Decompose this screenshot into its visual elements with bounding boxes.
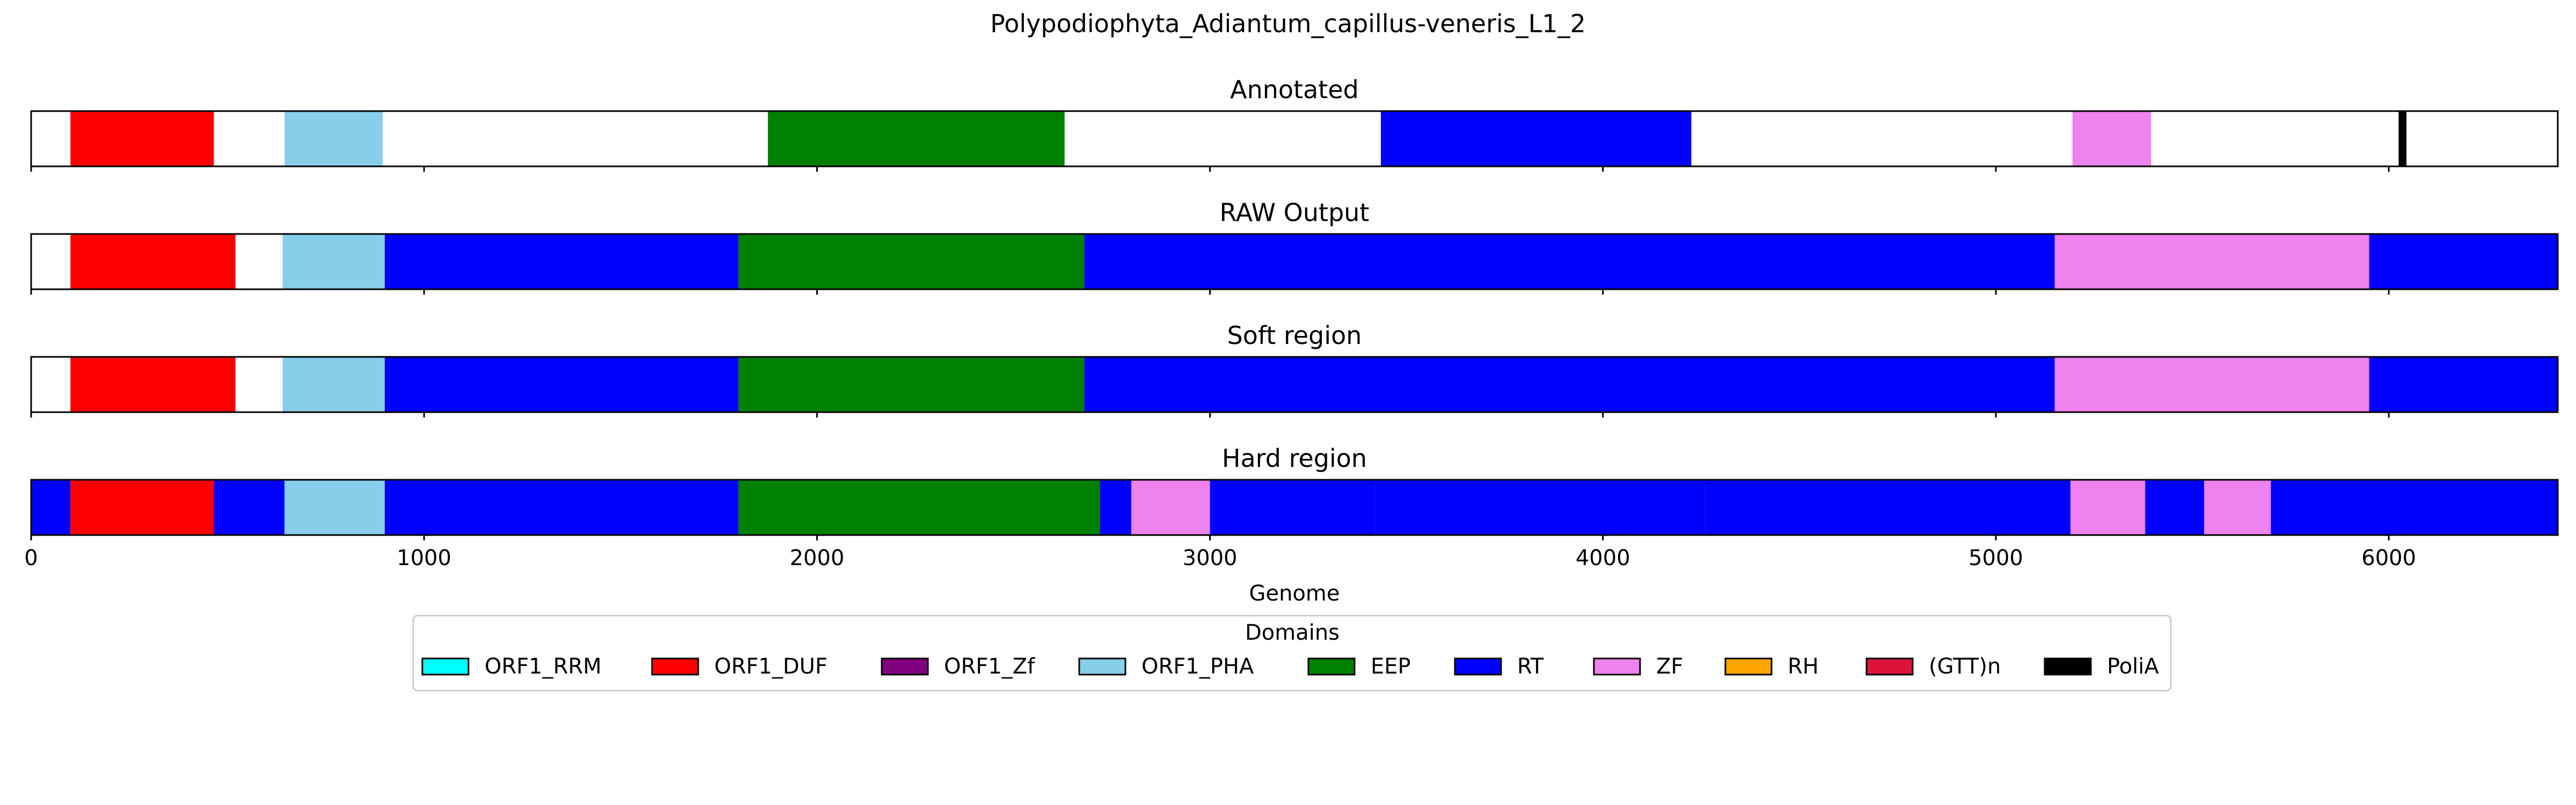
segment-rt: [214, 480, 285, 535]
segment-eep: [738, 480, 1100, 535]
segment-rt: [1375, 480, 1706, 535]
legend-swatch: [881, 657, 929, 676]
track-0: Annotated: [30, 75, 2559, 172]
x-tick-label: 4000: [1576, 546, 1630, 570]
x-tick-label: 0: [24, 546, 38, 570]
segment-orf1-pha: [282, 234, 385, 289]
legend-swatch: [1593, 657, 1641, 676]
segment-orf1-duf: [70, 357, 236, 412]
x-tick-label: 3000: [1183, 546, 1238, 570]
segment-zf: [2054, 357, 2369, 412]
legend-label: (GTT)n: [1929, 654, 2001, 679]
legend-swatch: [1078, 657, 1126, 676]
track-3: Hard region: [30, 444, 2559, 540]
legend-label: PoliA: [2107, 654, 2159, 679]
segment-zf: [1131, 480, 1210, 535]
legend: Domains ORF1_RRM ORF1_DUF ORF1_Zf ORF1_PHA E…: [412, 614, 2172, 692]
legend-label: ZF: [1656, 654, 1683, 679]
x-tick-label: 1000: [397, 546, 451, 570]
legend-entries: ORF1_RRM ORF1_DUF ORF1_Zf ORF1_PHA EEP RT ZF RH…: [421, 654, 2159, 679]
segment-zf: [2054, 234, 2369, 289]
segment-orf1-duf: [70, 234, 236, 289]
segment-rt: [1100, 480, 1132, 535]
legend-swatch: [421, 657, 470, 676]
legend-label: ORF1_RRM: [485, 654, 602, 679]
segment-rt: [31, 480, 71, 535]
segment-orf1-pha: [282, 357, 385, 412]
segment-rt: [2369, 357, 2558, 412]
segment-rt: [2145, 480, 2205, 535]
legend-swatch: [2044, 657, 2092, 676]
segment-zf: [2072, 111, 2151, 166]
figure-title: Polypodiophyta_Adiantum_capillus-veneris…: [990, 9, 1586, 38]
legend-swatch: [1865, 657, 1914, 676]
legend-label: RT: [1517, 654, 1544, 679]
segment-rt: [384, 357, 738, 412]
track-2: Soft region: [30, 321, 2559, 418]
x-axis-label: Genome: [1249, 581, 1340, 606]
segment-rt: [384, 234, 738, 289]
segment-rt: [1084, 234, 2055, 289]
tracks-group: Annotated RAW Output Soft region Hard regio…: [30, 75, 2559, 540]
legend-label: ORF1_Zf: [944, 654, 1035, 679]
segment-rt: [2369, 234, 2558, 289]
segment-rt: [1381, 111, 1692, 166]
segment-orf1-duf: [70, 111, 214, 166]
track-frame: [30, 479, 2559, 536]
track-title: RAW Output: [1220, 198, 1370, 227]
segment-orf1-duf: [70, 480, 214, 535]
legend-label: ORF1_DUF: [714, 654, 828, 679]
track-title: Annotated: [1230, 75, 1359, 104]
track-title: Soft region: [1227, 321, 1362, 350]
legend-swatch: [1724, 657, 1773, 676]
x-tick-label: 6000: [2361, 546, 2416, 570]
legend-swatch: [1454, 657, 1502, 676]
legend-label: ORF1_PHA: [1141, 654, 1254, 679]
segment-rt: [1210, 480, 1375, 535]
x-axis: 0 1000 2000 3000 4000 5000 6000: [24, 546, 2416, 570]
track-background: [31, 111, 2558, 166]
segment-eep: [767, 111, 1065, 166]
track-frame: [30, 233, 2559, 290]
x-tick-label: 5000: [1968, 546, 2023, 570]
segment-rt: [384, 480, 738, 535]
segment-orf1-pha: [284, 480, 385, 535]
segment-zf: [2070, 480, 2146, 535]
legend-title: Domains: [1245, 620, 1340, 645]
segment-polia: [2398, 111, 2407, 166]
track-title: Hard region: [1222, 444, 1367, 473]
legend-swatch: [651, 657, 699, 676]
segment-rt: [1705, 480, 2071, 535]
segment-rt: [2271, 480, 2558, 535]
track-frame: [30, 356, 2559, 413]
track-frame: [30, 110, 2559, 167]
segment-rt: [1084, 357, 2055, 412]
legend-swatch: [1307, 657, 1356, 676]
segment-eep: [738, 234, 1085, 289]
x-tick-label: 2000: [789, 546, 844, 570]
segment-eep: [738, 357, 1085, 412]
legend-label: RH: [1788, 654, 1819, 679]
legend-label: EEP: [1371, 654, 1411, 679]
segment-orf1-pha: [284, 111, 383, 166]
segment-zf: [2204, 480, 2271, 535]
track-1: RAW Output: [30, 198, 2559, 295]
